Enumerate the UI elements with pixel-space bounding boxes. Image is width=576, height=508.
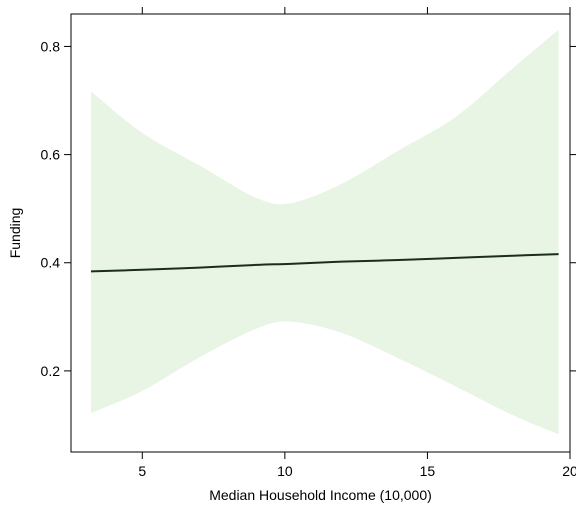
y-tick-label: 0.6 [41, 147, 61, 163]
x-tick-label: 5 [138, 463, 146, 479]
plot-frame [70, 13, 571, 453]
x-tick-label: 20 [562, 463, 576, 479]
x-axis-label: Median Household Income (10,000) [209, 487, 432, 503]
fit-line-layer [90, 253, 559, 273]
tick-labels-layer: 5 10 15 20 0.2 0.4 0.6 0.8 [41, 38, 576, 479]
x-tick-label: 15 [420, 463, 436, 479]
confidence-band [90, 29, 559, 435]
confidence-band-layer [90, 29, 559, 435]
y-tick-label: 0.8 [41, 38, 61, 54]
y-tick-label: 0.4 [41, 255, 61, 271]
ticks-layer [64, 7, 576, 459]
x-tick-label: 10 [277, 463, 293, 479]
y-tick-label: 0.2 [41, 363, 61, 379]
y-axis-label: Funding [7, 208, 23, 259]
fit-line [90, 253, 559, 273]
